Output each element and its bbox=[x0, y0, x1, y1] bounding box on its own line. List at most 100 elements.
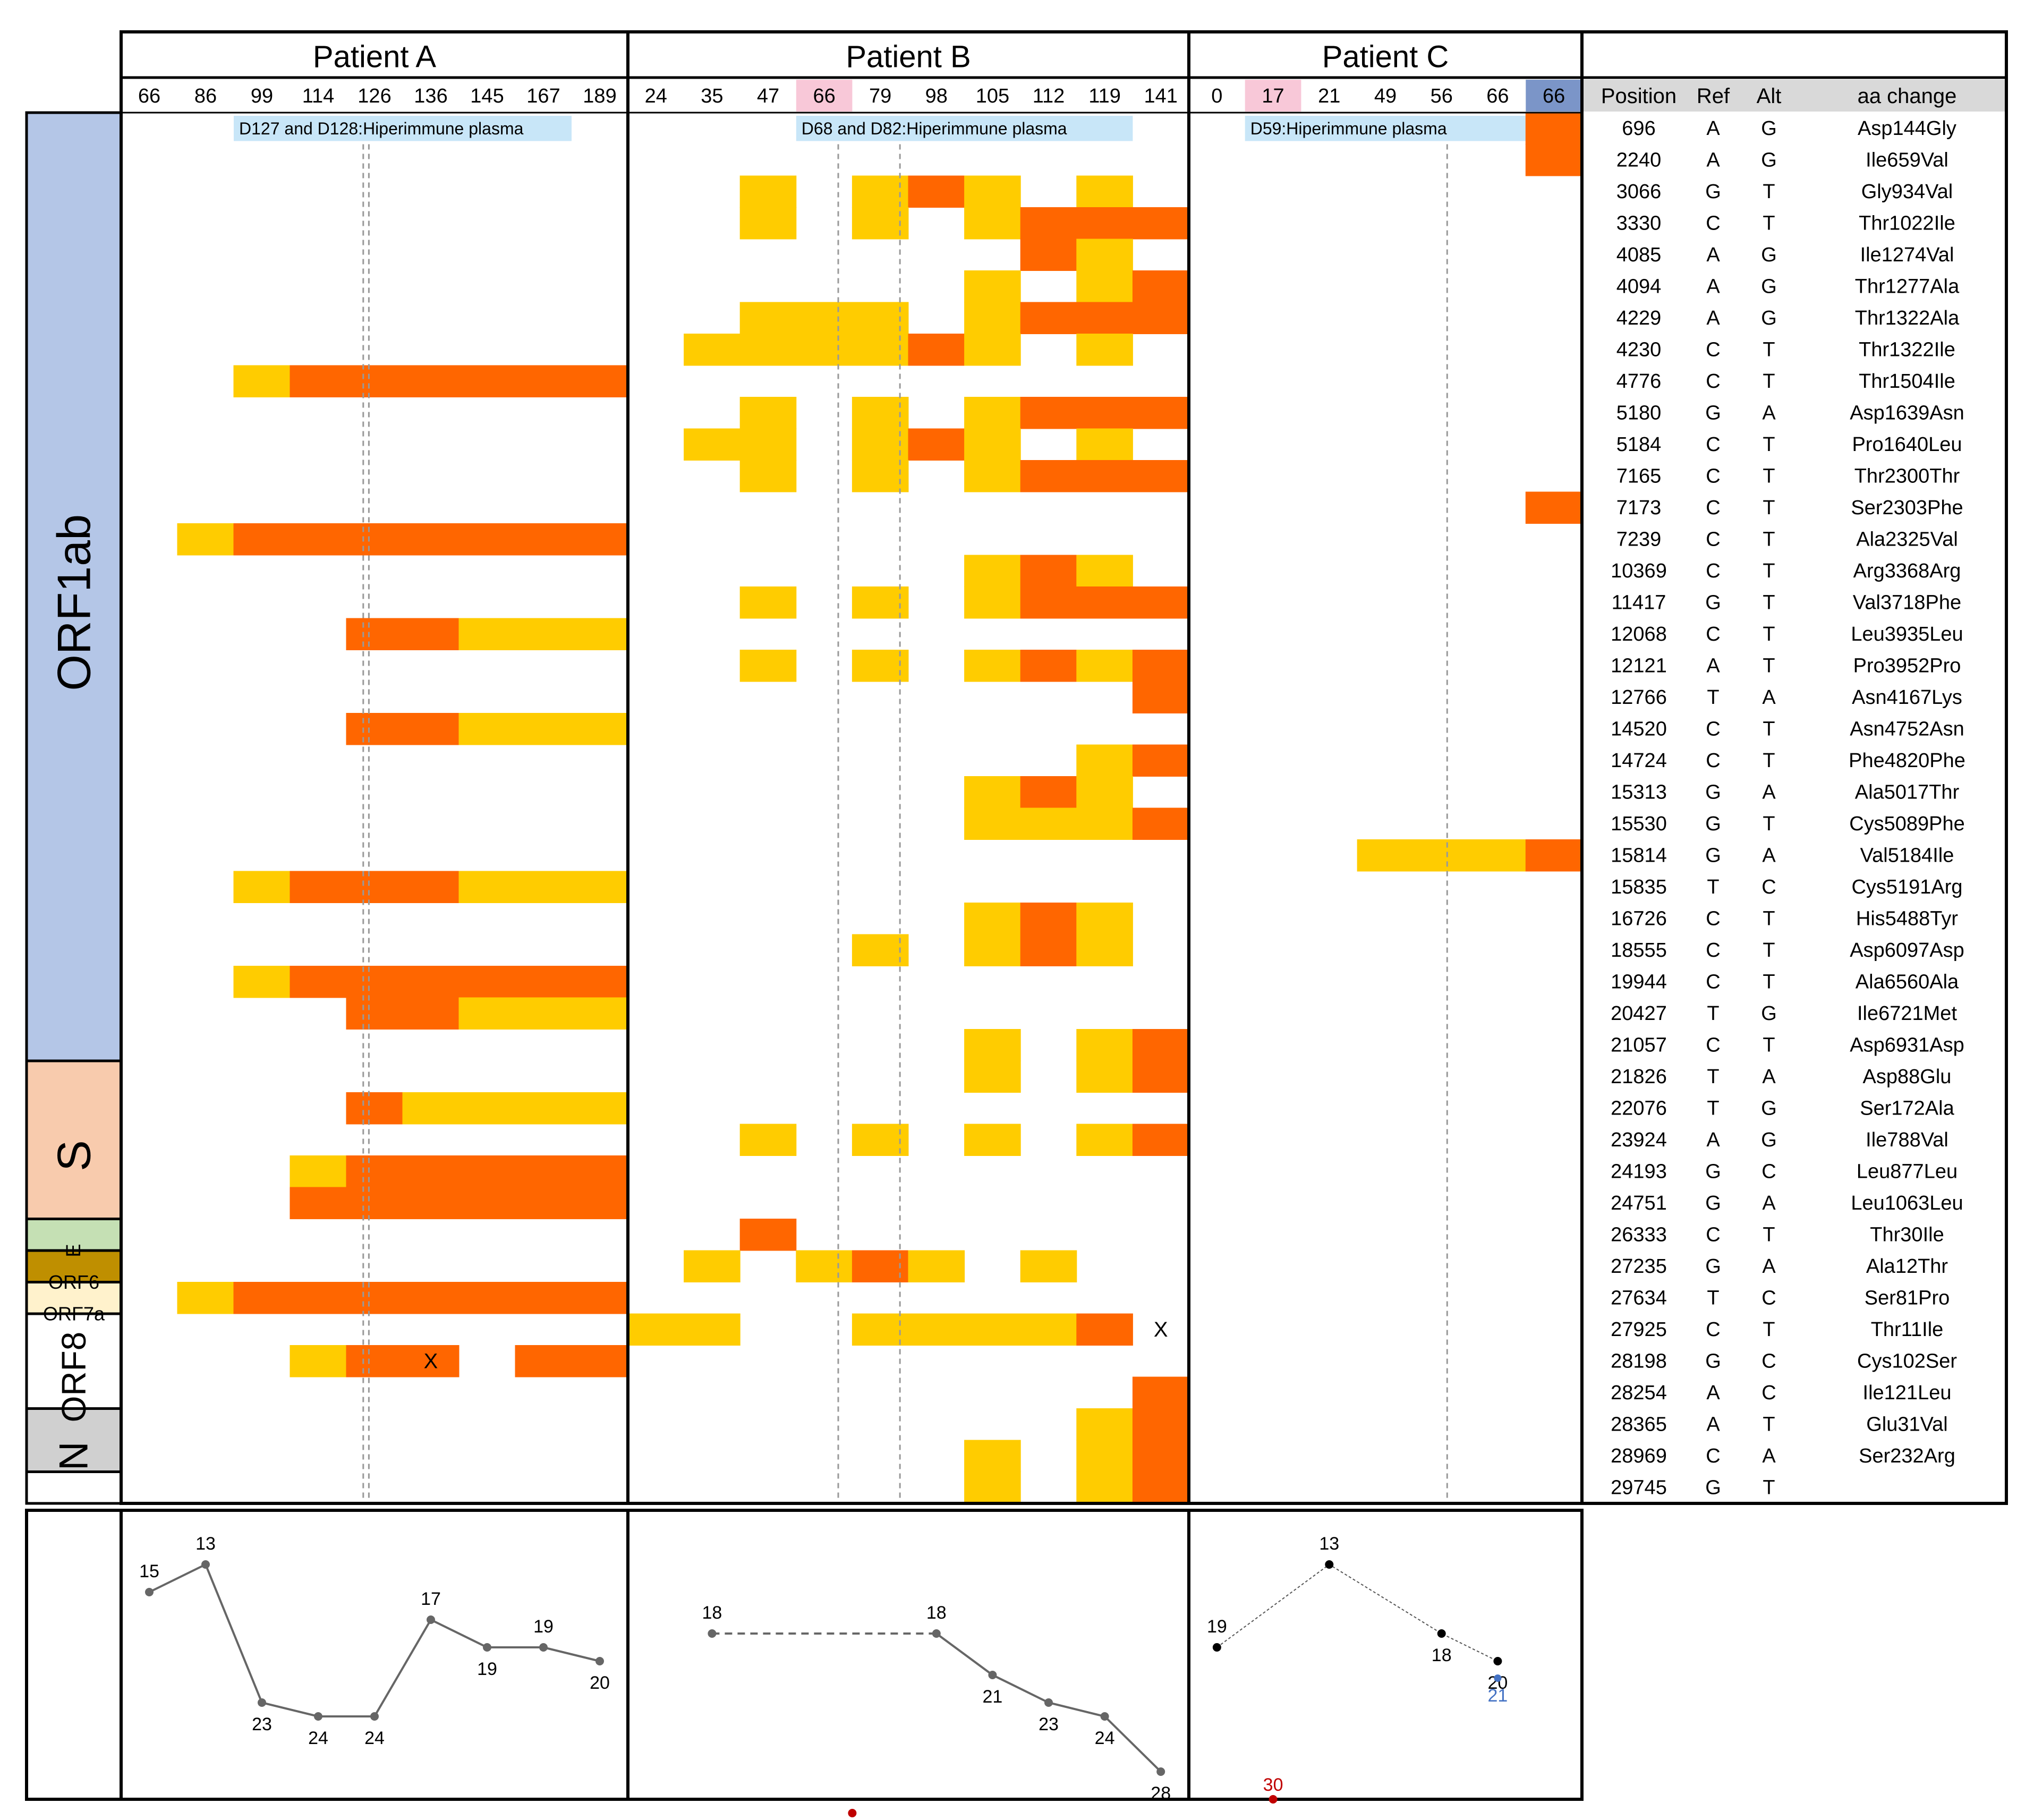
ct-point bbox=[708, 1629, 717, 1638]
heatmap-cell bbox=[964, 555, 1021, 587]
mutation-cell: 12068 bbox=[1611, 623, 1667, 645]
mutation-cell: C bbox=[1706, 465, 1720, 487]
ct-value-label: 18 bbox=[702, 1603, 722, 1623]
mutation-cell: A bbox=[1762, 844, 1776, 866]
heatmap-cell bbox=[571, 523, 628, 556]
mutation-cell: Ala5017Thr bbox=[1855, 781, 1960, 803]
mutation-cell: Thr30Ile bbox=[1870, 1223, 1944, 1246]
mutation-cell: Thr1504Ile bbox=[1859, 370, 1955, 393]
heatmap-cell bbox=[346, 966, 403, 998]
mutation-cell: G bbox=[1705, 1192, 1721, 1214]
day-label: 17 bbox=[1262, 85, 1284, 107]
mutation-cell: 22076 bbox=[1611, 1097, 1667, 1119]
mutation-cell: Asp144Gly bbox=[1858, 117, 1956, 140]
mutation-cell: T bbox=[1763, 1319, 1775, 1341]
heatmap-cell bbox=[402, 1155, 459, 1188]
heatmap-cell bbox=[908, 334, 965, 366]
mutation-cell: A bbox=[1706, 1129, 1720, 1151]
heatmap-cell bbox=[1132, 1408, 1189, 1441]
patient-title-b: Patient B bbox=[846, 40, 971, 74]
heatmap-cell bbox=[908, 428, 965, 461]
heatmap-cell bbox=[1076, 586, 1133, 619]
mutation-cell: 7173 bbox=[1616, 497, 1662, 519]
mutation-cell: T bbox=[1763, 907, 1775, 930]
heatmap-cell bbox=[402, 997, 459, 1030]
table-frame bbox=[1580, 30, 2008, 1505]
heatmap-cell bbox=[796, 1250, 853, 1282]
heatmap-cell bbox=[1020, 239, 1077, 271]
heatmap-cell bbox=[1357, 839, 1414, 872]
heatmap-cell bbox=[458, 713, 516, 745]
mutation-cell: T bbox=[1763, 1034, 1775, 1056]
mutation-cell: 23924 bbox=[1611, 1129, 1667, 1151]
mutation-cell: Leu877Leu bbox=[1857, 1160, 1958, 1183]
heatmap-cell bbox=[346, 871, 403, 903]
heatmap-cell bbox=[1076, 776, 1133, 809]
heatmap-cell bbox=[1132, 460, 1189, 492]
mutation-cell: 12766 bbox=[1611, 686, 1667, 709]
heatmap-cell bbox=[964, 1472, 1021, 1504]
ct-point bbox=[595, 1657, 604, 1665]
heatmap-cell bbox=[908, 175, 965, 208]
ct-value-label: 19 bbox=[1207, 1617, 1227, 1637]
mutation-cell: C bbox=[1706, 212, 1720, 234]
plasma-label: D59:Hiperimmune plasma bbox=[1250, 119, 1447, 138]
heatmap-cells bbox=[177, 112, 1582, 1504]
mutation-cell: Glu31Val bbox=[1866, 1413, 1948, 1435]
mutation-cell: T bbox=[1763, 718, 1775, 740]
mutation-cell: T bbox=[1763, 181, 1775, 203]
ct-point bbox=[314, 1712, 322, 1721]
heatmap-cell bbox=[515, 1092, 572, 1125]
heatmap-cell bbox=[1020, 776, 1077, 809]
ct-value-label: 18 bbox=[1432, 1645, 1452, 1665]
mutation-cell: Ser2303Phe bbox=[1851, 497, 1963, 519]
day-label: 98 bbox=[925, 85, 948, 107]
ct-value-label: 18 bbox=[926, 1603, 947, 1623]
mutation-cell: T bbox=[1707, 686, 1719, 709]
heatmap-cell bbox=[515, 1345, 572, 1377]
day-highlight-blue bbox=[1526, 80, 1582, 112]
mutation-cell: 4776 bbox=[1616, 370, 1662, 393]
heatmap-cell bbox=[1525, 112, 1582, 144]
mutation-cell: 15313 bbox=[1611, 781, 1667, 803]
gene-e-label: E bbox=[63, 1244, 85, 1257]
ct-frame bbox=[626, 1509, 1190, 1801]
ct-value-label: 19 bbox=[533, 1617, 554, 1637]
ct-value-label: 17 bbox=[421, 1589, 441, 1609]
heatmap-cell bbox=[402, 1282, 459, 1314]
heatmap-cell bbox=[515, 365, 572, 397]
heatmap-cell bbox=[739, 428, 797, 461]
mutation-cell: G bbox=[1705, 1476, 1721, 1499]
heatmap-cell bbox=[346, 618, 403, 650]
heatmap-cell bbox=[964, 460, 1021, 492]
day-label: 24 bbox=[645, 85, 667, 107]
ct-value-label: 20 bbox=[590, 1673, 610, 1693]
panel-lines bbox=[25, 30, 2008, 1801]
mutation-cell: A bbox=[1762, 781, 1776, 803]
heatmap-cell bbox=[1020, 807, 1077, 840]
mutation-cell: C bbox=[1761, 1160, 1776, 1183]
mutation-cell: C bbox=[1706, 750, 1720, 772]
mutation-cell: C bbox=[1706, 528, 1720, 550]
heatmap-cell bbox=[233, 966, 291, 998]
mutation-cell: C bbox=[1706, 939, 1720, 962]
mutation-cell: 14724 bbox=[1611, 750, 1667, 772]
mutation-cell: 3066 bbox=[1616, 181, 1662, 203]
heatmap-cell bbox=[290, 966, 347, 998]
heatmap-cell bbox=[571, 1092, 628, 1125]
mutation-cell: C bbox=[1706, 1034, 1720, 1056]
heatmap-cell bbox=[964, 1029, 1021, 1061]
heatmap-cell bbox=[1076, 934, 1133, 966]
ct-point bbox=[370, 1712, 379, 1721]
ct-red-point bbox=[848, 1809, 857, 1817]
ct-point bbox=[427, 1615, 435, 1624]
heatmap-cell bbox=[290, 1187, 347, 1219]
heatmap-cell bbox=[346, 1345, 403, 1377]
mutation-cell: T bbox=[1763, 528, 1775, 550]
plasma-band bbox=[796, 116, 1133, 141]
heatmap-cell bbox=[684, 1250, 741, 1282]
mutation-cell: C bbox=[1761, 1350, 1776, 1372]
heatmap-cell bbox=[402, 523, 459, 556]
heatmap-cell bbox=[739, 302, 797, 334]
ct-point bbox=[988, 1671, 997, 1679]
